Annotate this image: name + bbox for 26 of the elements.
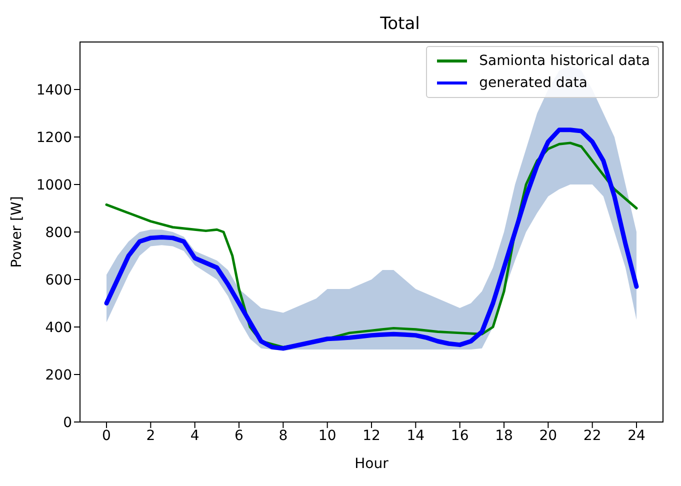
y-axis-title: Power [W] — [8, 196, 25, 268]
x-tick-label: 14 — [406, 428, 425, 444]
x-tick-label: 2 — [146, 428, 156, 444]
x-tick-label: 8 — [278, 428, 288, 444]
chart-title: Total — [379, 14, 421, 34]
legend-label: generated data — [479, 75, 588, 91]
x-tick-label: 10 — [318, 428, 336, 444]
y-tick-label: 1200 — [36, 130, 72, 146]
y-tick-label: 1400 — [36, 82, 72, 98]
x-tick-label: 16 — [450, 428, 469, 444]
y-tick-label: 600 — [45, 272, 72, 288]
x-axis-title: Hour — [354, 456, 389, 472]
legend-label: Samionta historical data — [479, 53, 650, 69]
y-tick-label: 1000 — [36, 177, 72, 194]
x-tick-label: 4 — [190, 428, 200, 444]
x-tick-label: 6 — [234, 428, 244, 444]
x-tick-label: 24 — [628, 428, 646, 444]
x-tick-label: 22 — [583, 428, 602, 444]
y-tick-label: 400 — [45, 320, 72, 336]
y-tick-label: 200 — [45, 367, 72, 384]
x-tick-label: 0 — [102, 428, 111, 444]
x-tick-label: 12 — [362, 428, 380, 444]
x-tick-label: 20 — [539, 428, 558, 444]
y-tick-label: 0 — [63, 414, 72, 431]
y-tick-label: 800 — [45, 224, 72, 241]
x-tick-label: 18 — [495, 428, 513, 444]
